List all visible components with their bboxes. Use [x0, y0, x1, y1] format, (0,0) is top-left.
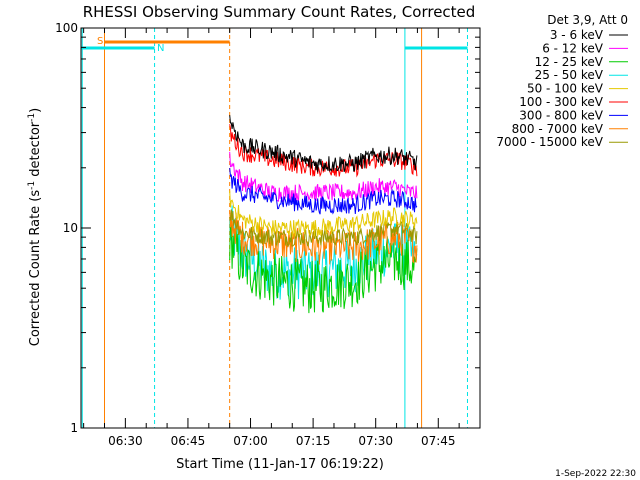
legend-entry-label: 100 - 300 keV	[519, 95, 603, 109]
x-tick-label: 07:45	[421, 434, 456, 448]
legend-entry-label: 12 - 25 keV	[535, 55, 604, 69]
legend-entry-label: 7000 - 15000 keV	[496, 135, 603, 149]
y-axis-label-part: )	[28, 108, 43, 113]
y-tick-label: 100	[55, 21, 78, 35]
y-axis-label-superscript: -1	[27, 113, 37, 122]
y-axis-label-superscript: -1	[27, 181, 37, 190]
series-line	[229, 151, 418, 203]
y-axis-label-part: Corrected Count Rate (s	[28, 190, 43, 347]
legend-entry-label: 50 - 100 keV	[527, 82, 604, 96]
x-tick-label: 06:30	[108, 434, 143, 448]
series-line	[229, 190, 418, 238]
x-axis-label: Start Time (11-Jan-17 06:19:22)	[176, 457, 384, 472]
legend-header: Det 3,9, Att 0	[547, 13, 628, 27]
x-tick-label: 07:15	[296, 434, 331, 448]
legend-entry-label: 300 - 800 keV	[519, 108, 603, 122]
chart-title: RHESSI Observing Summary Count Rates, Co…	[83, 3, 476, 21]
series-line	[229, 115, 418, 173]
x-tick-label: 07:30	[358, 434, 393, 448]
legend-entry-label: 800 - 7000 keV	[512, 122, 604, 136]
x-tick-label: 06:45	[171, 434, 206, 448]
legend-entry-label: 6 - 12 keV	[542, 41, 604, 55]
axes: 1 10 100 06:30 06:45 07:00 07:15 07:30 07:45	[55, 21, 481, 448]
saa-annotation: S	[97, 36, 103, 47]
series-line	[229, 167, 418, 215]
legend-entry-label: 25 - 50 keV	[535, 68, 604, 82]
y-axis-label-part: detector	[28, 121, 43, 181]
legend-entry-label: 3 - 6 keV	[550, 28, 604, 42]
y-tick-label: 1	[70, 421, 78, 435]
footer-timestamp: 1-Sep-2022 22:30	[555, 469, 636, 479]
night-annotation: N	[157, 43, 164, 54]
series-line	[229, 216, 418, 314]
data-series	[229, 115, 418, 314]
y-axis-label: Corrected Count Rate (s-1 detector-1)	[27, 108, 43, 346]
x-tick-label: 07:00	[233, 434, 268, 448]
y-tick-label: 10	[63, 221, 78, 235]
